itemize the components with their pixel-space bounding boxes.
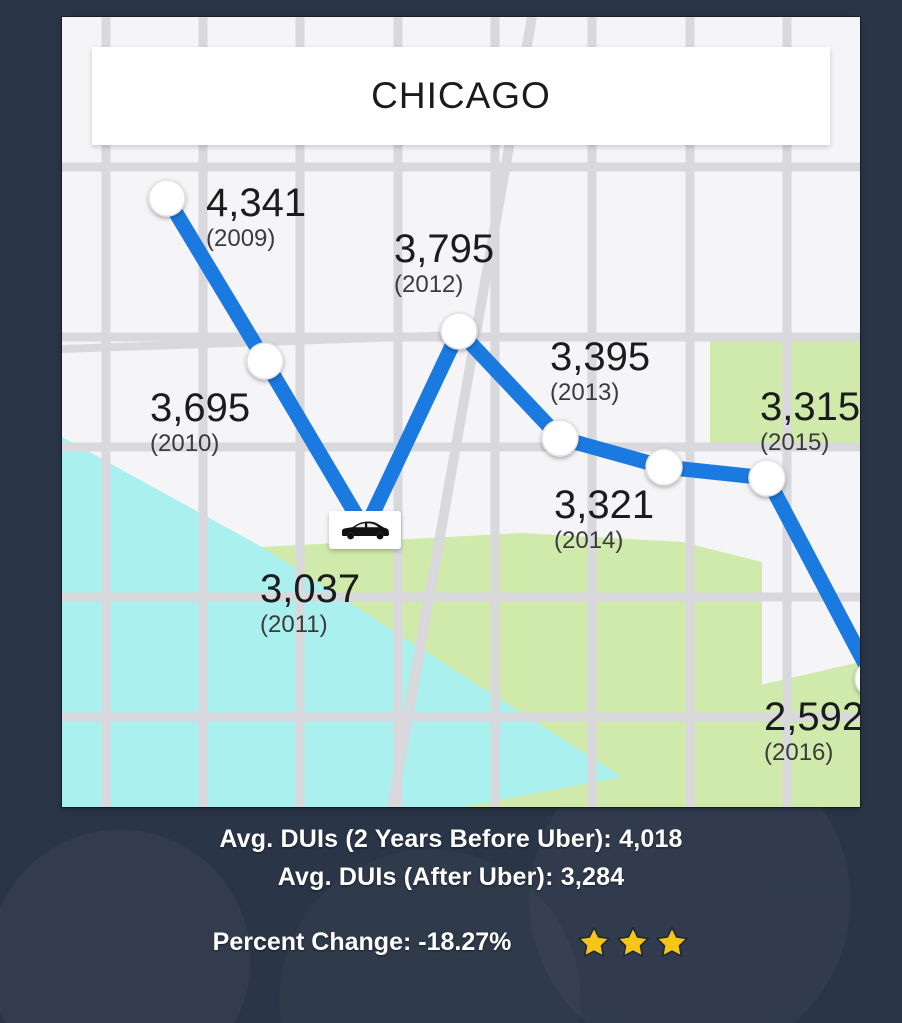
footer-summary: Avg. DUIs (2 Years Before Uber): 4,018 A…	[0, 825, 902, 959]
uber-launch-marker-card	[329, 511, 401, 549]
percent-change-row: Percent Change: -18.27%	[0, 926, 902, 959]
city-title-card: CHICAGO	[92, 47, 830, 145]
street-diagonal	[387, 17, 537, 807]
stat-before-uber: Avg. DUIs (2 Years Before Uber): 4,018	[219, 825, 683, 853]
map-panel: CHICAGO 4,341 (2009) 3,695 (2010) 3,037 (2011…	[62, 17, 860, 807]
data-point-2013[interactable]	[541, 419, 579, 457]
percent-change-text: Percent Change: -18.27%	[212, 928, 512, 956]
dui-data-point-markers	[148, 179, 860, 697]
dui-line-chart	[148, 179, 860, 697]
data-point-2010[interactable]	[246, 342, 284, 380]
star-icon	[578, 926, 611, 957]
data-point-2009[interactable]	[148, 179, 186, 217]
star-icon	[656, 926, 689, 957]
map-background	[62, 17, 860, 807]
page-title: CHICAGO	[371, 75, 551, 116]
rating-stars	[577, 926, 689, 959]
data-point-2015[interactable]	[748, 459, 786, 497]
dui-trend-line	[159, 190, 860, 671]
stat-after-uber: Avg. DUIs (After Uber): 3,284	[277, 863, 625, 891]
data-point-2012[interactable]	[440, 312, 478, 350]
data-point-2014[interactable]	[645, 448, 683, 486]
street-grid-horizontal	[62, 162, 860, 722]
car-icon	[342, 521, 389, 540]
street-grid-vertical	[101, 17, 792, 807]
data-point-2016[interactable]	[854, 661, 860, 697]
star-icon	[617, 926, 650, 957]
